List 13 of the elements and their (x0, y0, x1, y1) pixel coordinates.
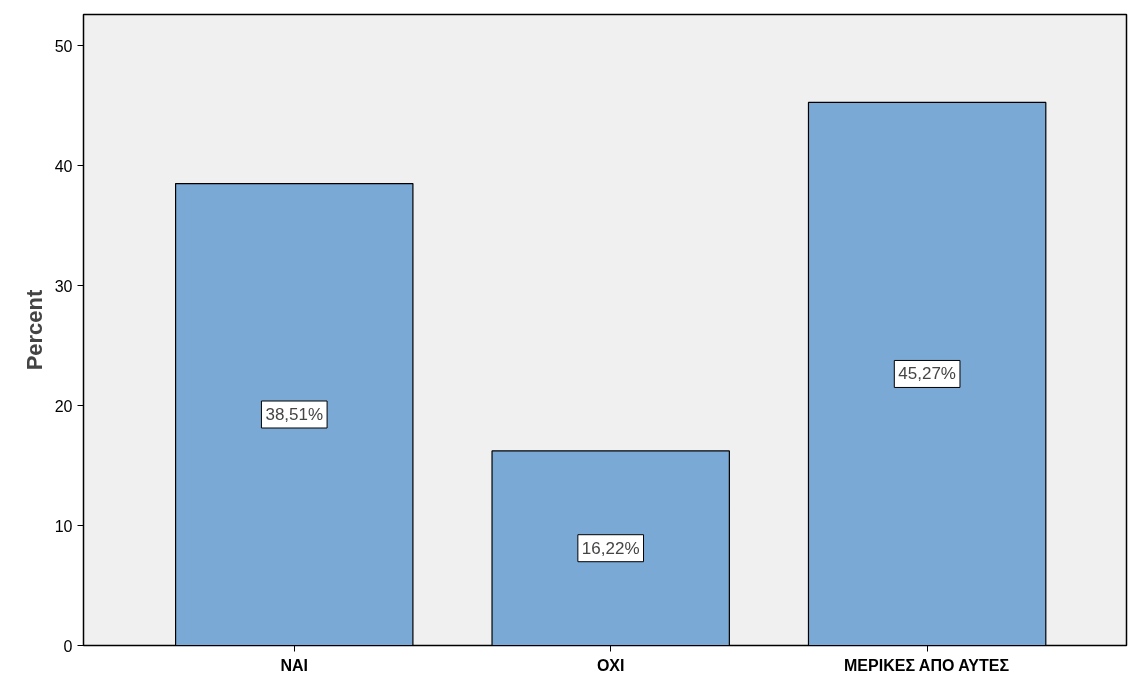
y-tick-label: 10 (54, 517, 73, 535)
y-axis-title: Percent (21, 288, 47, 371)
y-tick-label: 20 (54, 397, 73, 415)
data-label: 45,27% (898, 364, 956, 384)
y-tick-label: 50 (54, 37, 73, 55)
y-tick-label: 30 (54, 277, 73, 295)
data-label: 38,51% (265, 405, 324, 425)
x-tick-label: ΜΕΡΙΚΕΣ ΑΠΟ ΑΥΤΕΣ (844, 656, 1010, 674)
x-tick-label: ΟΧΙ (596, 656, 625, 674)
y-tick-label: 0 (63, 637, 73, 655)
x-tick-label: ΝΑΙ (280, 656, 309, 674)
data-label: 16,22% (581, 538, 640, 558)
y-tick-label: 40 (54, 157, 73, 175)
